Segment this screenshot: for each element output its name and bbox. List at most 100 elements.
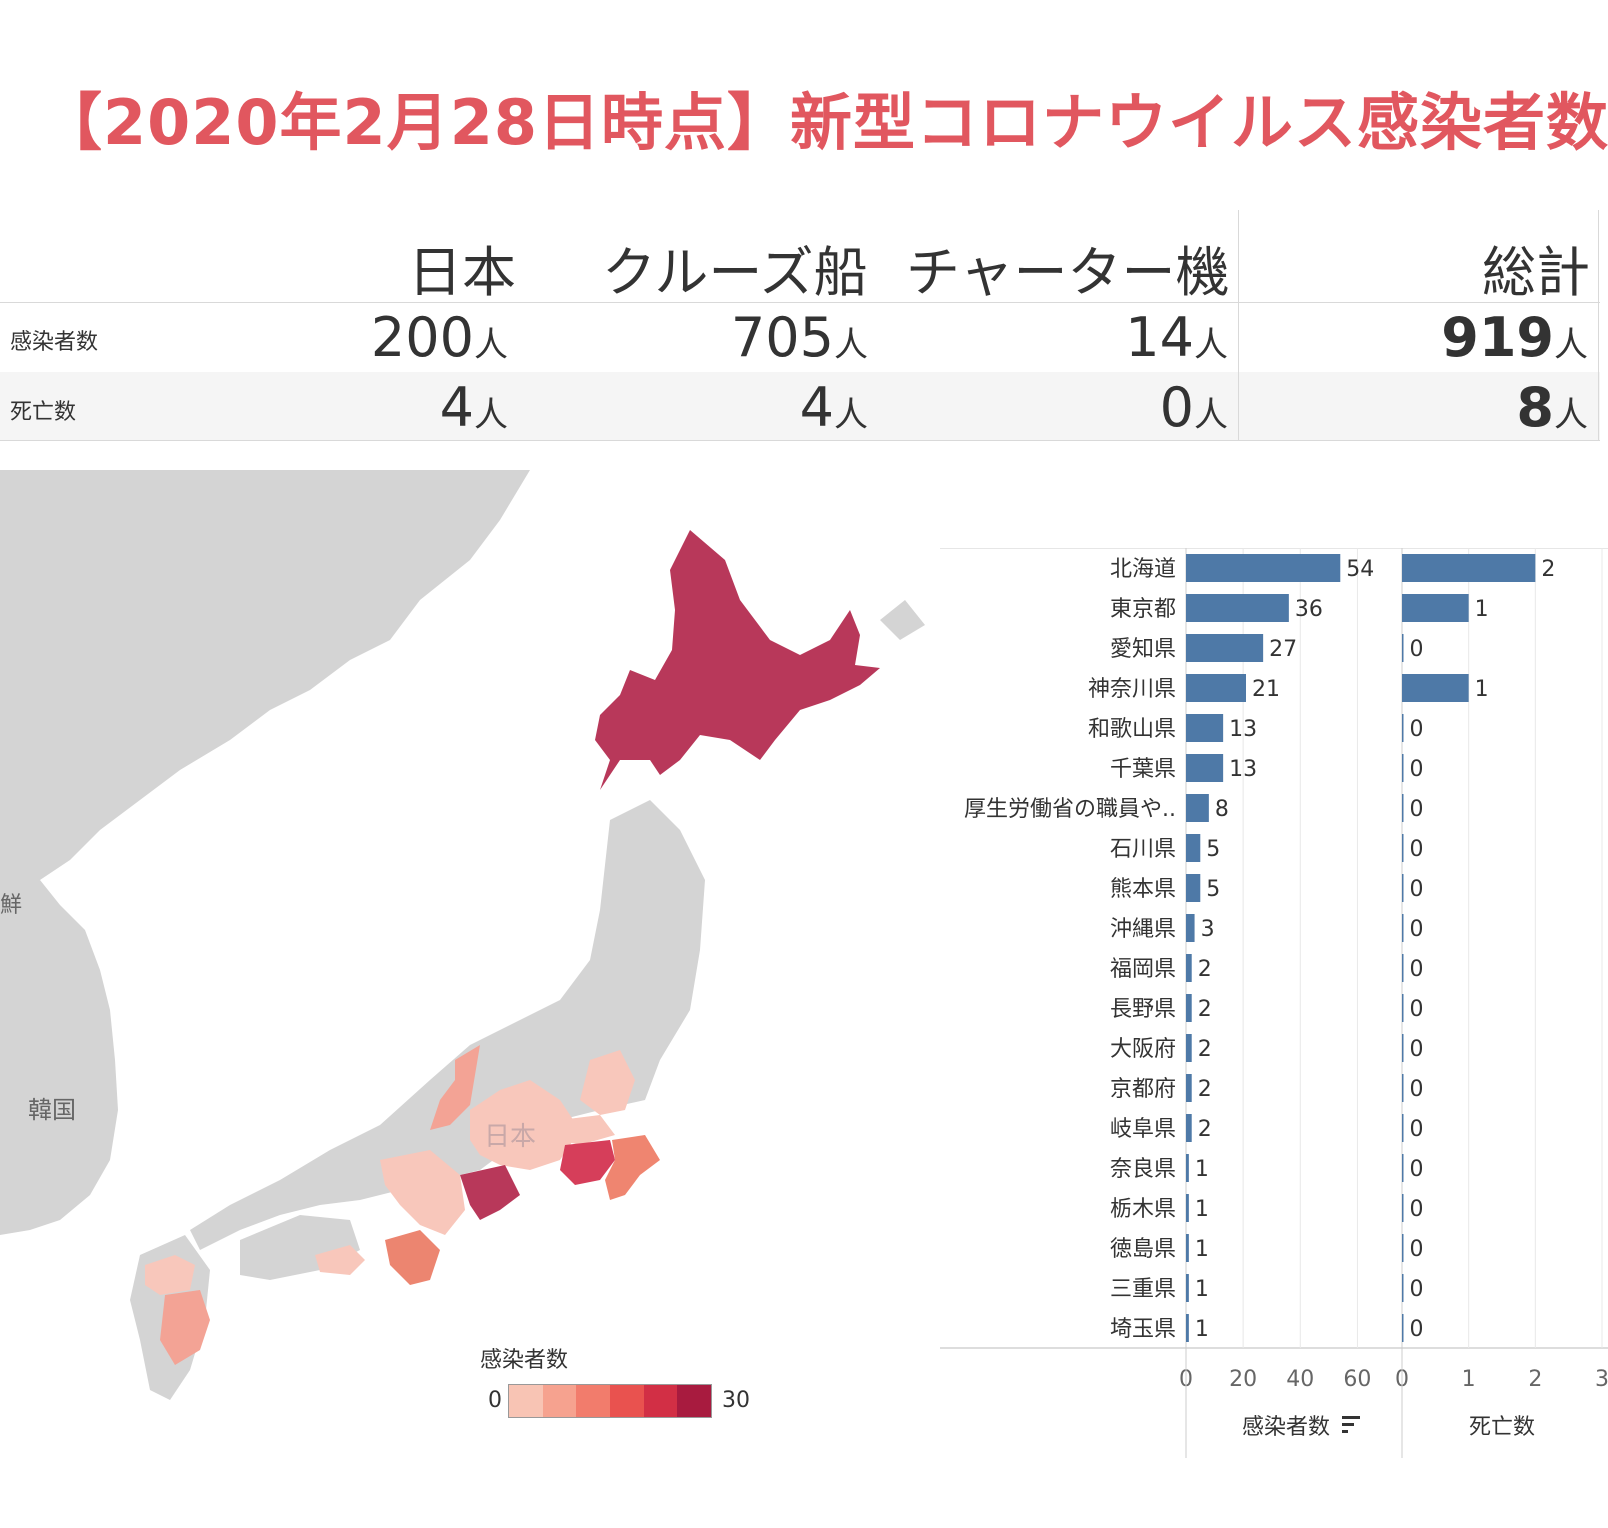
bar xyxy=(1186,1274,1189,1302)
bar xyxy=(1186,1074,1192,1102)
bar-value-label: 1 xyxy=(1475,677,1489,702)
fukuoka-region xyxy=(145,1255,195,1295)
category-label: 埼玉県 xyxy=(1110,1317,1176,1342)
korea-partial-label: 鮮 xyxy=(0,893,22,918)
korea-land xyxy=(0,880,118,1235)
category-label: 栃木県 xyxy=(1110,1197,1176,1222)
continent-land xyxy=(0,470,530,910)
infected-japan: 200人 xyxy=(370,306,508,369)
japan-label: 日本 xyxy=(484,1122,536,1152)
deaths-cruise: 4人 xyxy=(799,376,868,439)
category-label: 徳島県 xyxy=(1110,1237,1176,1262)
bar-value-label: 0 xyxy=(1410,1317,1424,1342)
kinki-region xyxy=(380,1150,465,1235)
bar-value-label: 1 xyxy=(1195,1157,1209,1182)
bar xyxy=(1186,634,1264,662)
bar-value-label: 0 xyxy=(1410,957,1424,982)
category-label: 和歌山県 xyxy=(1088,717,1176,742)
legend-swatch xyxy=(677,1385,712,1417)
bar-value-label: 0 xyxy=(1410,1037,1424,1062)
tick-label: 1 xyxy=(1462,1367,1476,1392)
sort-icon xyxy=(1342,1423,1354,1426)
legend-swatch xyxy=(610,1385,644,1417)
legend-swatch xyxy=(643,1385,678,1417)
bar xyxy=(1186,594,1289,622)
bar xyxy=(1186,1234,1189,1262)
tick-label: 40 xyxy=(1286,1367,1314,1392)
korea-label: 韓国 xyxy=(28,1096,76,1124)
bar-value-label: 0 xyxy=(1410,877,1424,902)
deaths-total: 8人 xyxy=(1516,376,1588,439)
bar xyxy=(1402,634,1404,662)
category-label: 石川県 xyxy=(1110,837,1176,862)
summary-table: 日本 クルーズ船 チャーター機 総計 感染者数 死亡数 200人 705人 14… xyxy=(0,210,1600,450)
bar-value-label: 0 xyxy=(1410,1117,1424,1142)
tokyo-region xyxy=(560,1140,615,1185)
bar xyxy=(1402,834,1404,862)
hokkaido-region xyxy=(595,530,880,790)
bar-value-label: 13 xyxy=(1229,717,1257,742)
divider xyxy=(0,440,1600,441)
bar-value-label: 0 xyxy=(1410,757,1424,782)
legend-swatch xyxy=(509,1385,543,1417)
column-header-charter: チャーター機 xyxy=(906,241,1230,304)
bar-value-label: 2 xyxy=(1198,997,1212,1022)
saitama-region xyxy=(560,1115,615,1145)
bar xyxy=(1186,1194,1189,1222)
axis-title: 感染者数 xyxy=(1242,1415,1330,1440)
bar xyxy=(1402,794,1404,822)
bar-value-label: 0 xyxy=(1410,1077,1424,1102)
ishikawa-region xyxy=(430,1045,480,1130)
legend-swatch xyxy=(542,1385,577,1417)
legend-swatch xyxy=(576,1385,611,1417)
bar-value-label: 5 xyxy=(1206,877,1220,902)
category-label: 熊本県 xyxy=(1110,877,1176,902)
bar xyxy=(1186,1114,1192,1142)
bar-value-label: 0 xyxy=(1410,797,1424,822)
bar-value-label: 13 xyxy=(1229,757,1257,782)
tick-label: 20 xyxy=(1229,1367,1257,1392)
japan-map: 韓国 日本 鮮 xyxy=(0,470,925,1400)
infected-charter: 14人 xyxy=(1125,306,1228,369)
chiba-region xyxy=(605,1135,660,1200)
bar-value-label: 0 xyxy=(1410,637,1424,662)
bar xyxy=(1186,914,1195,942)
bar xyxy=(1402,1314,1404,1342)
bar-value-label: 0 xyxy=(1410,1237,1424,1262)
bar xyxy=(1402,874,1404,902)
column-header-total: 総計 xyxy=(1482,241,1590,304)
bar xyxy=(1186,1314,1189,1342)
bar xyxy=(1186,1034,1192,1062)
bar xyxy=(1402,954,1404,982)
bar-value-label: 1 xyxy=(1195,1197,1209,1222)
bar-value-label: 54 xyxy=(1346,557,1374,582)
divider xyxy=(0,302,1600,303)
category-label: 三重県 xyxy=(1110,1277,1176,1302)
page-title: 【2020年2月28日時点】新型コロナウイルス感染者数 xyxy=(40,86,1608,159)
bar-value-label: 1 xyxy=(1195,1237,1209,1262)
bar xyxy=(1186,874,1201,902)
category-label: 福岡県 xyxy=(1110,957,1176,982)
category-label: 千葉県 xyxy=(1110,757,1176,782)
honshu-land xyxy=(190,800,705,1250)
divider xyxy=(1598,210,1599,440)
central-region xyxy=(470,1080,580,1170)
row-background xyxy=(0,372,1600,440)
bar xyxy=(1402,1194,1404,1222)
divider xyxy=(1238,210,1239,440)
bar-value-label: 2 xyxy=(1198,957,1212,982)
bar-value-label: 0 xyxy=(1410,837,1424,862)
bar xyxy=(1402,1154,1404,1182)
category-label: 神奈川県 xyxy=(1088,677,1176,702)
category-label: 東京都 xyxy=(1110,597,1176,622)
infected-total: 919人 xyxy=(1441,306,1588,369)
bar xyxy=(1186,954,1192,982)
kanto-north-region xyxy=(580,1050,635,1115)
bar-value-label: 0 xyxy=(1410,1197,1424,1222)
tokushima-region xyxy=(315,1245,365,1275)
tick-label: 2 xyxy=(1528,1367,1542,1392)
bar-value-label: 0 xyxy=(1410,717,1424,742)
legend-max: 30 xyxy=(722,1388,750,1413)
column-header-cruise: クルーズ船 xyxy=(602,241,868,304)
